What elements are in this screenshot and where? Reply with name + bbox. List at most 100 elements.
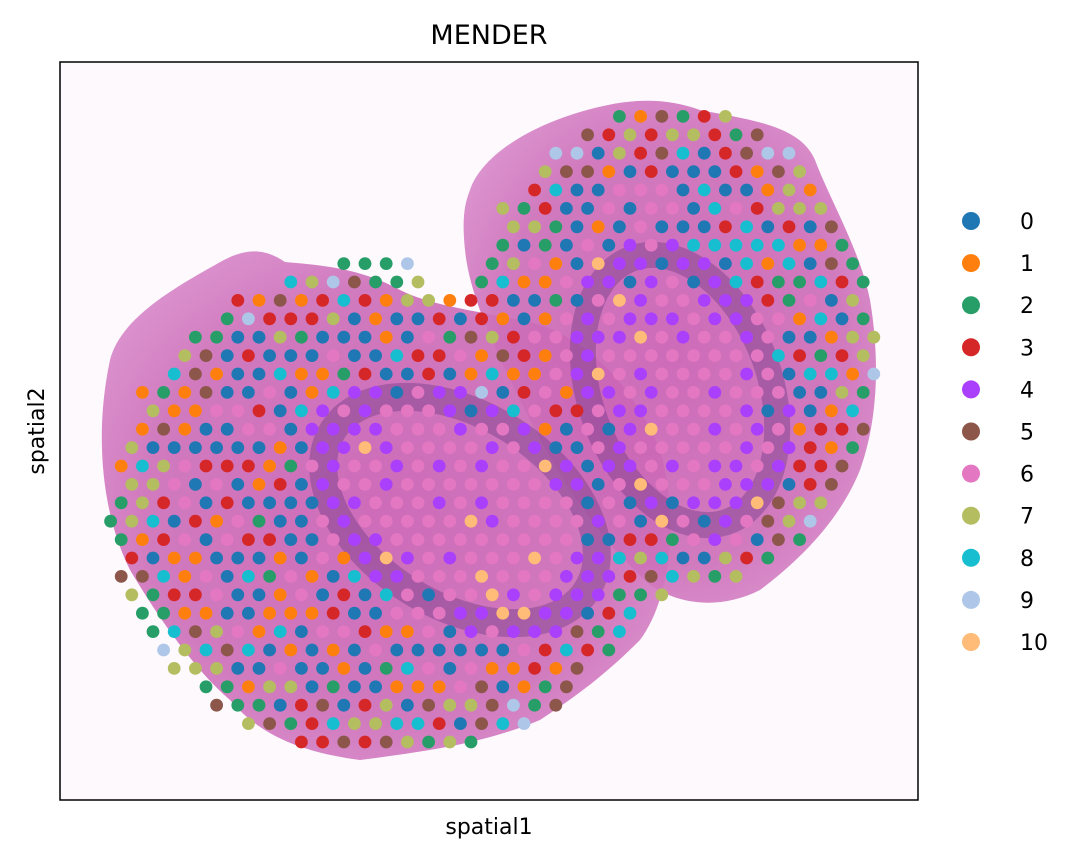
spot-cluster-0	[782, 478, 796, 491]
spot-cluster-5	[263, 717, 276, 730]
spot-cluster-3	[432, 312, 446, 326]
spot-cluster-1	[379, 294, 393, 307]
spot-cluster-1	[793, 312, 806, 326]
spot-cluster-4	[719, 514, 732, 528]
spot-cluster-0	[422, 588, 435, 602]
spot-cluster-7	[719, 110, 732, 123]
spot-cluster-0	[496, 643, 510, 657]
spot-cluster-1	[379, 330, 393, 344]
spot-cluster-6	[729, 349, 743, 362]
spot-cluster-0	[803, 330, 817, 344]
spot-cluster-0	[560, 422, 573, 436]
spot-cluster-10	[475, 570, 488, 583]
spot-cluster-0	[803, 404, 817, 418]
spot-cluster-6	[591, 294, 605, 307]
legend-marker-6	[962, 464, 980, 483]
spot-cluster-8	[782, 257, 796, 270]
spot-cluster-1	[793, 422, 806, 436]
spot-cluster-0	[591, 183, 605, 197]
spot-cluster-7	[284, 680, 298, 694]
spot-cluster-10	[538, 459, 552, 473]
spot-cluster-3	[358, 294, 372, 307]
spot-cluster-6	[411, 422, 425, 436]
spot-cluster-1	[517, 680, 531, 694]
spot-cluster-1	[761, 257, 775, 270]
spot-cluster-1	[178, 386, 192, 399]
spot-cluster-3	[602, 606, 616, 620]
spot-cluster-1	[114, 459, 128, 473]
spot-cluster-0	[666, 165, 679, 179]
spot-cluster-0	[284, 422, 298, 436]
spot-cluster-4	[326, 422, 340, 436]
spot-cluster-4	[570, 367, 584, 381]
spot-cluster-0	[242, 606, 255, 620]
spot-cluster-0	[581, 533, 594, 546]
spot-cluster-8	[485, 367, 499, 381]
spot-cluster-4	[613, 404, 626, 418]
spot-cluster-4	[348, 386, 361, 399]
spot-cluster-4	[613, 330, 626, 344]
spot-cluster-0	[411, 312, 425, 326]
spot-cluster-2	[856, 386, 870, 399]
spot-cluster-0	[316, 662, 329, 675]
spot-cluster-7	[263, 680, 276, 694]
spot-cluster-5	[475, 680, 488, 694]
spot-cluster-4	[401, 551, 414, 565]
spot-cluster-6	[316, 551, 329, 565]
spot-cluster-3	[316, 294, 329, 307]
spot-cluster-5	[570, 625, 584, 638]
legend-label-1: 1	[1020, 252, 1034, 277]
spot-cluster-3	[358, 367, 372, 381]
spot-cluster-2	[369, 275, 382, 289]
spot-cluster-4	[560, 570, 573, 583]
spot-cluster-6	[676, 514, 690, 528]
spot-cluster-3	[814, 459, 828, 473]
spot-cluster-6	[655, 294, 669, 307]
spot-cluster-0	[189, 478, 202, 491]
spot-cluster-3	[326, 606, 340, 620]
spot-cluster-8	[411, 717, 425, 730]
spot-cluster-6	[644, 349, 658, 362]
spot-cluster-1	[560, 386, 573, 399]
spot-cluster-6	[337, 625, 351, 638]
spot-cluster-1	[252, 478, 266, 491]
spot-cluster-5	[316, 698, 329, 712]
spot-cluster-6	[422, 478, 435, 491]
spot-cluster-2	[846, 257, 859, 270]
spot-cluster-1	[295, 367, 308, 381]
spot-cluster-1	[846, 367, 859, 381]
spot-cluster-6	[507, 514, 520, 528]
spot-cluster-3	[422, 367, 435, 381]
spot-cluster-6	[549, 330, 563, 344]
spot-cluster-6	[697, 330, 711, 344]
spot-cluster-6	[538, 386, 552, 399]
spot-cluster-6	[496, 422, 510, 436]
spot-cluster-7	[835, 386, 849, 399]
legend-marker-3	[962, 338, 980, 357]
spot-cluster-0	[273, 404, 287, 418]
spot-cluster-7	[846, 294, 859, 307]
spot-cluster-1	[252, 294, 266, 307]
spot-cluster-4	[772, 459, 785, 473]
spot-cluster-6	[655, 404, 669, 418]
spot-cluster-6	[528, 330, 541, 344]
spot-cluster-0	[803, 257, 817, 270]
spot-cluster-1	[538, 422, 552, 436]
spot-cluster-1	[263, 606, 276, 620]
spot-cluster-3	[295, 735, 308, 749]
spot-cluster-0	[750, 533, 764, 546]
spot-cluster-3	[432, 349, 446, 362]
spot-cluster-9	[157, 643, 171, 657]
spot-cluster-5	[825, 478, 838, 491]
spot-cluster-0	[814, 386, 828, 399]
spot-cluster-4	[634, 404, 647, 418]
spot-cluster-6	[740, 514, 753, 528]
spot-cluster-4	[528, 625, 541, 638]
spot-cluster-4	[782, 404, 796, 418]
spot-cluster-1	[136, 422, 149, 436]
spot-cluster-6	[729, 386, 743, 399]
spot-cluster-8	[157, 570, 171, 583]
spot-cluster-8	[623, 606, 637, 620]
spot-cluster-8	[390, 349, 404, 362]
spot-cluster-0	[390, 312, 404, 326]
